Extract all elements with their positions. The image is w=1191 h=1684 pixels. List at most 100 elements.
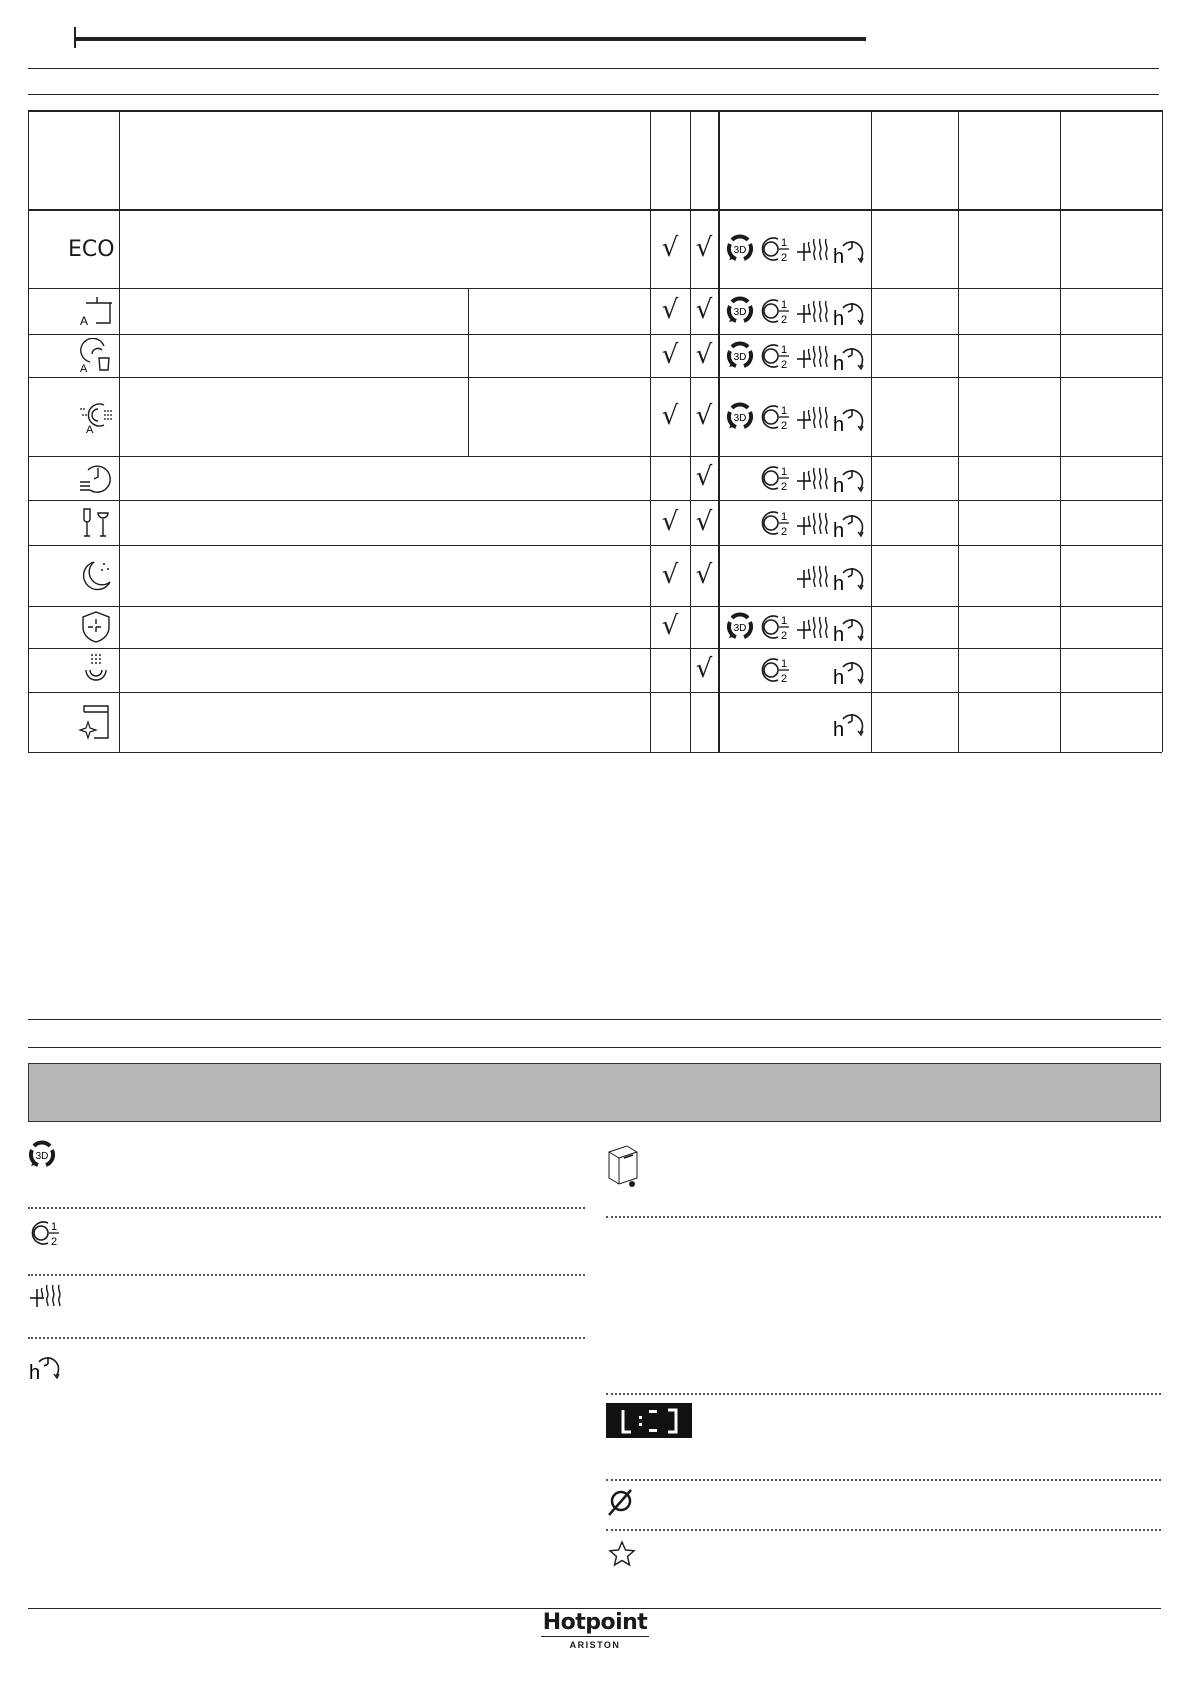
svg-text:1: 1 [781,405,787,417]
dotted-separator [606,1393,1161,1395]
glass-auto-icon: A [78,337,114,374]
svg-text:h: h [833,573,844,593]
glasses-icon [78,505,114,541]
row-divider [28,692,1162,693]
svg-text:1: 1 [781,344,787,356]
prewash-icon [78,652,114,688]
eco-label: ECO [68,236,115,262]
check-mark: √ [695,462,713,492]
column-divider [28,110,29,752]
svg-text:h: h [833,475,844,495]
check-mark: √ [695,400,713,431]
svg-text:3D: 3D [36,1151,49,1162]
3d-zone-wash-icon: 3D [726,234,760,266]
extra-dry-icon [795,402,829,434]
extra-dry-icon [795,612,829,644]
dishwasher-icon [606,1144,640,1188]
delay-start-icon: h [832,707,866,739]
svg-text:h: h [29,1362,40,1382]
check-mark: √ [695,339,713,370]
row-divider [28,334,1162,335]
svg-text:1: 1 [781,466,787,478]
delay-start-icon: h [832,463,866,495]
column-divider [1060,110,1061,752]
row-divider [28,648,1162,649]
svg-text:2: 2 [781,420,787,432]
svg-text:1: 1 [781,237,787,249]
footer-divider [28,1608,1161,1609]
svg-text:3D: 3D [734,245,747,256]
check-mark: √ [661,339,679,370]
check-mark: √ [695,232,713,263]
svg-text:h: h [833,624,844,644]
dotted-separator [606,1216,1161,1218]
3d-zone-wash-legend-icon: 3D [28,1140,56,1170]
check-mark: √ [661,232,679,263]
delay-start-icon: h [832,561,866,593]
svg-text:2: 2 [781,314,787,326]
svg-text:A: A [80,363,88,374]
table-bottom-border [28,752,1162,753]
delay-start-icon: h [832,655,866,687]
quick-timer-icon [78,460,114,496]
column-divider [650,110,651,752]
column-divider [1162,110,1163,752]
extra-dry-icon [795,508,829,540]
extra-dry-icon [795,561,829,593]
svg-text:1: 1 [51,1221,57,1233]
delay-start-icon: h [832,234,866,266]
check-mark: √ [661,559,679,590]
svg-text:2: 2 [51,1236,57,1248]
svg-text:1: 1 [781,299,787,311]
row-divider [28,500,1162,501]
svg-text:h: h [833,719,844,739]
divider [28,1019,1161,1020]
pot-auto-icon: A [78,293,114,329]
svg-text:2: 2 [781,252,787,264]
extra-dry-legend-icon [28,1280,62,1310]
svg-text:1: 1 [781,511,787,523]
check-mark: √ [661,611,679,641]
3d-zone-wash-icon: 3D [726,612,760,644]
extra-dry-icon [795,296,829,328]
hotpoint-logo: Hotpoint ARISTON [535,1610,655,1650]
divider [28,94,1159,95]
row-divider [28,209,1162,211]
row-divider [28,606,1162,607]
delay-start-icon: h [832,402,866,434]
dotted-separator [606,1479,1161,1481]
display-icon [606,1403,692,1438]
check-mark: √ [695,559,713,590]
svg-text:1: 1 [781,658,787,670]
divider [28,1047,1161,1048]
svg-text:3D: 3D [734,413,747,424]
brand-name: Hotpoint [540,1610,650,1637]
machine-clean-icon [78,704,114,740]
programme-table: ECO √ √ 3D 1 2 h A √ √ 3D 1 2 h A √ √ 3D 1 2 h A √ √ 3D 1 2 h √ 1 2 h √ √… [0,0,1191,760]
header-bar [75,37,866,41]
delay-start-legend-icon: h [28,1350,62,1382]
check-mark: √ [695,295,713,325]
sanitize-shield-icon [78,609,114,645]
svg-text:h: h [833,414,844,434]
delay-start-icon: h [832,508,866,540]
svg-text:2: 2 [781,359,787,371]
row-divider [28,288,1162,289]
section-banner [28,1063,1161,1122]
3d-zone-wash-icon: 3D [726,296,760,328]
check-mark: √ [695,654,713,684]
no-rinse-aid-icon [606,1488,634,1516]
svg-text:2: 2 [781,630,787,642]
delay-start-icon: h [832,296,866,328]
divider [28,68,1159,69]
svg-text:h: h [833,308,844,328]
column-divider [690,110,691,752]
